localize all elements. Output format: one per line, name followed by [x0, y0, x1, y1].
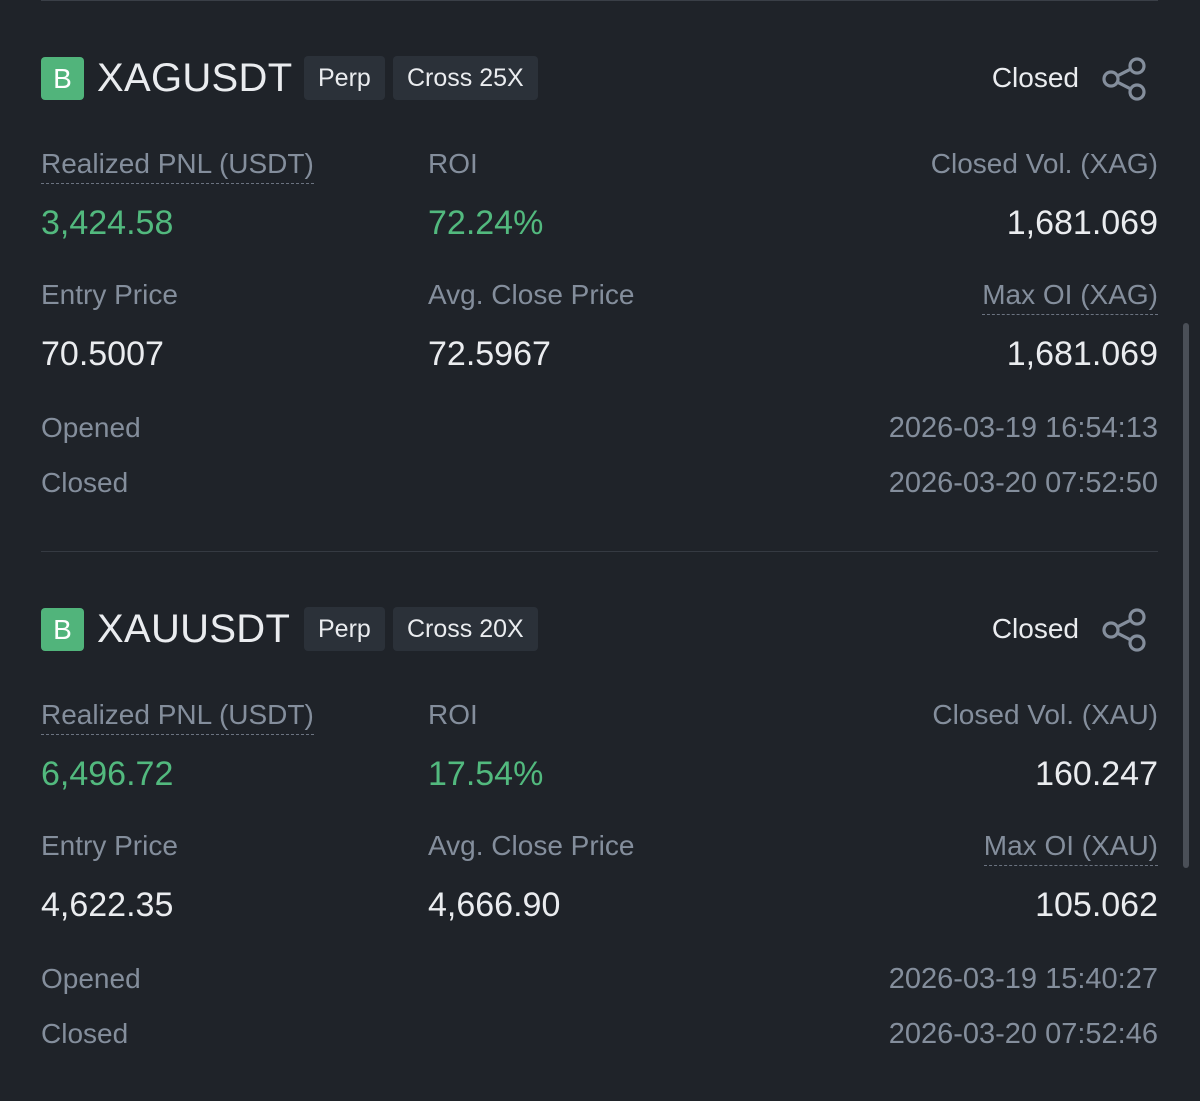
margin-mode-tag: Cross 25X [393, 56, 538, 100]
avg-close-price-value: 72.5967 [428, 335, 551, 373]
position-status: Closed [991, 613, 1079, 644]
max-oi-label[interactable]: Max OI (XAU) [983, 829, 1158, 866]
contract-type-tag: Perp [304, 56, 385, 100]
roi-value: 17.54% [428, 755, 544, 793]
position-card[interactable]: B XAGUSDT Perp Cross 25X Closed Realized… [41, 55, 1158, 515]
entry-price-label: Entry Price [41, 830, 178, 861]
entry-price-label: Entry Price [41, 279, 178, 310]
closed-time: 2026-03-20 07:52:46 [888, 1018, 1158, 1050]
closed-vol-value: 160.247 [1035, 755, 1158, 793]
max-oi-value: 105.062 [1035, 886, 1158, 924]
position-card[interactable]: B XAUUSDT Perp Cross 20X Closed Realized… [41, 606, 1158, 1066]
symbol-name[interactable]: XAGUSDT [97, 56, 293, 100]
margin-mode-tag: Cross 20X [393, 607, 538, 651]
realized-pnl-label[interactable]: Realized PNL (USDT) [41, 147, 314, 184]
share-icon[interactable] [1100, 606, 1148, 654]
closed-vol-label: Closed Vol. (XAU) [932, 699, 1158, 730]
roi-value: 72.24% [428, 204, 544, 242]
contract-type-tag: Perp [304, 607, 385, 651]
closed-label: Closed [41, 1018, 129, 1049]
max-oi-value: 1,681.069 [1006, 335, 1158, 373]
avg-close-price-label: Avg. Close Price [428, 279, 635, 310]
side-badge: B [41, 608, 84, 651]
position-status: Closed [991, 62, 1079, 93]
symbol-name[interactable]: XAUUSDT [97, 607, 291, 651]
share-icon[interactable] [1100, 55, 1148, 103]
closed-vol-value: 1,681.069 [1006, 204, 1158, 242]
opened-time: 2026-03-19 15:40:27 [888, 963, 1158, 995]
realized-pnl-value: 3,424.58 [41, 204, 174, 242]
opened-label: Opened [41, 412, 141, 443]
closed-time: 2026-03-20 07:52:50 [888, 467, 1158, 499]
entry-price-value: 4,622.35 [41, 886, 174, 924]
scrollbar[interactable] [1183, 323, 1189, 868]
opened-time: 2026-03-19 16:54:13 [888, 412, 1158, 444]
avg-close-price-value: 4,666.90 [428, 886, 561, 924]
position-header: B XAGUSDT Perp Cross 25X Closed [41, 55, 1158, 101]
card-divider [41, 551, 1158, 552]
top-divider [41, 0, 1158, 1]
realized-pnl-label[interactable]: Realized PNL (USDT) [41, 698, 314, 735]
roi-label: ROI [428, 699, 478, 730]
avg-close-price-label: Avg. Close Price [428, 830, 635, 861]
entry-price-value: 70.5007 [41, 335, 164, 373]
side-badge: B [41, 57, 84, 100]
position-header: B XAUUSDT Perp Cross 20X Closed [41, 606, 1158, 652]
roi-label: ROI [428, 148, 478, 179]
closed-label: Closed [41, 467, 129, 498]
opened-label: Opened [41, 963, 141, 994]
closed-vol-label: Closed Vol. (XAG) [930, 148, 1158, 179]
realized-pnl-value: 6,496.72 [41, 755, 174, 793]
max-oi-label[interactable]: Max OI (XAG) [982, 278, 1158, 315]
